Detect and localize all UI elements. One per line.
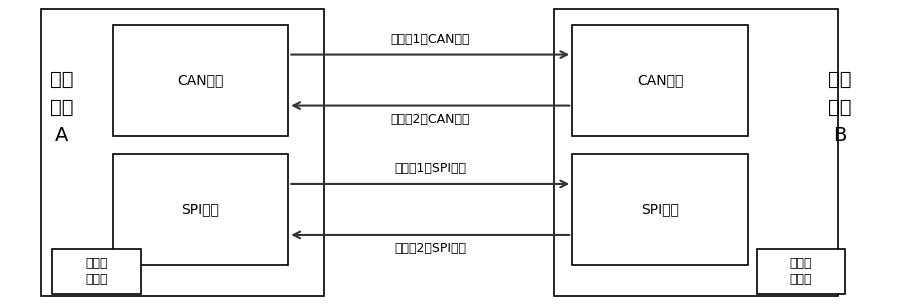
- Text: 主控
单元
A: 主控 单元 A: [50, 70, 73, 145]
- Text: 数据全2的SPI通信: 数据全2的SPI通信: [395, 242, 466, 255]
- Bar: [113, 25, 288, 136]
- Bar: [757, 249, 845, 294]
- Bar: [41, 9, 324, 296]
- Text: 主控
单元
B: 主控 单元 B: [828, 70, 851, 145]
- Text: 数据全2的CAN通信: 数据全2的CAN通信: [390, 113, 470, 126]
- Bar: [52, 249, 141, 294]
- Bar: [572, 154, 748, 265]
- Text: 实时采
集数据: 实时采 集数据: [790, 257, 812, 286]
- Bar: [572, 25, 748, 136]
- Text: CAN通信: CAN通信: [637, 73, 683, 87]
- Text: SPI通信: SPI通信: [641, 202, 679, 217]
- Text: 数据全1的CAN通信: 数据全1的CAN通信: [390, 33, 470, 46]
- Bar: [554, 9, 838, 296]
- Text: SPI通信: SPI通信: [181, 202, 220, 217]
- Text: CAN通信: CAN通信: [177, 73, 223, 87]
- Bar: [113, 154, 288, 265]
- Text: 实时采
集数据: 实时采 集数据: [86, 257, 107, 286]
- Text: 数据全1的SPI通信: 数据全1的SPI通信: [395, 162, 466, 175]
